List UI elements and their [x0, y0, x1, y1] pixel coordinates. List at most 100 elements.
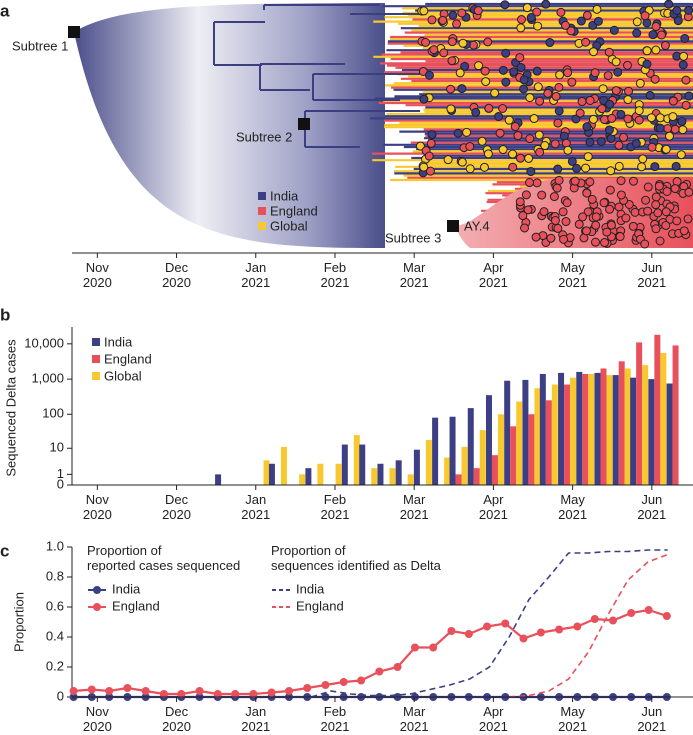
tip	[539, 207, 549, 217]
point	[627, 609, 636, 617]
bar	[413, 449, 420, 485]
tip	[637, 162, 647, 172]
tip	[427, 15, 437, 25]
bar	[377, 463, 384, 485]
tip	[494, 112, 504, 122]
tip	[651, 45, 661, 55]
phylogeny	[74, 0, 693, 249]
point	[375, 667, 384, 676]
tip	[532, 178, 542, 188]
subtree-label: Subtree 3	[385, 230, 441, 245]
bar	[528, 414, 535, 485]
tip	[630, 207, 640, 217]
tip	[574, 219, 584, 229]
x-tick-label: Feb 2021	[320, 260, 350, 290]
tip	[484, 103, 494, 113]
tip	[572, 163, 582, 173]
tip	[604, 125, 614, 135]
tip	[498, 103, 508, 113]
y-tick-label: 1,000	[31, 371, 64, 386]
y-tick-label: 10,000	[24, 335, 64, 350]
bar	[570, 377, 577, 485]
legend-label: India	[104, 334, 133, 349]
x-tick-label: Nov 2020	[82, 492, 112, 522]
tip	[554, 106, 564, 116]
point	[357, 676, 366, 685]
tip	[661, 220, 671, 230]
subtree-label: Subtree 1	[12, 38, 68, 53]
tip	[465, 141, 475, 151]
tip	[671, 161, 681, 171]
legend-title: Proportion of	[271, 543, 346, 558]
tip	[582, 188, 592, 198]
point	[321, 681, 330, 689]
delta-line	[310, 549, 668, 698]
bar	[516, 401, 523, 485]
bar	[485, 395, 492, 485]
tip	[533, 82, 543, 92]
bar	[280, 446, 287, 485]
point	[123, 684, 132, 692]
tip	[457, 8, 467, 18]
bar	[648, 379, 655, 485]
tip	[446, 84, 456, 94]
tip	[443, 155, 453, 165]
tip	[560, 20, 570, 30]
y-tick-label: 10	[50, 440, 64, 455]
tip	[474, 61, 484, 71]
bar	[660, 352, 667, 485]
tip	[519, 84, 529, 94]
tip	[419, 162, 429, 172]
tip	[642, 59, 652, 69]
tip	[673, 16, 683, 26]
x-tick-label: May 2021	[558, 704, 588, 734]
y-tick-label: 0	[57, 688, 64, 703]
y-tick-label: 0.2	[46, 658, 64, 673]
tip	[679, 226, 689, 236]
tip	[553, 164, 563, 174]
tip	[653, 208, 663, 218]
bar	[606, 375, 613, 485]
bar	[449, 416, 456, 485]
tip	[660, 41, 670, 51]
tip	[684, 187, 693, 197]
tip	[425, 166, 435, 176]
tip	[479, 162, 489, 172]
tip	[533, 21, 543, 31]
bar	[353, 435, 360, 485]
tip	[526, 167, 536, 177]
tip	[570, 176, 580, 186]
tip	[623, 95, 633, 105]
tip	[603, 71, 613, 81]
tip	[526, 13, 536, 23]
tip	[634, 106, 644, 116]
tip	[498, 65, 508, 75]
tip	[643, 206, 653, 216]
tip	[585, 137, 595, 147]
legend-label: England	[112, 598, 160, 613]
bar	[263, 460, 270, 485]
tip	[535, 96, 545, 106]
sequenced-line	[73, 608, 668, 696]
tip	[616, 176, 626, 186]
tip	[516, 15, 526, 25]
tip	[581, 163, 591, 173]
tip	[419, 94, 429, 104]
bar	[534, 388, 541, 485]
point	[644, 606, 653, 614]
point	[573, 622, 582, 631]
tip	[591, 220, 601, 230]
point	[410, 643, 419, 652]
tip	[495, 128, 505, 138]
tip	[452, 19, 462, 29]
y-tick-label: 1	[57, 466, 64, 481]
tip	[501, 77, 511, 87]
tip	[681, 100, 691, 110]
y-tick-label: 0	[57, 476, 64, 491]
subtree-node	[68, 26, 80, 38]
panel-letter: c	[0, 541, 9, 560]
tip	[540, 141, 550, 151]
tip	[535, 147, 545, 157]
tip	[678, 125, 688, 135]
bar	[558, 372, 565, 485]
